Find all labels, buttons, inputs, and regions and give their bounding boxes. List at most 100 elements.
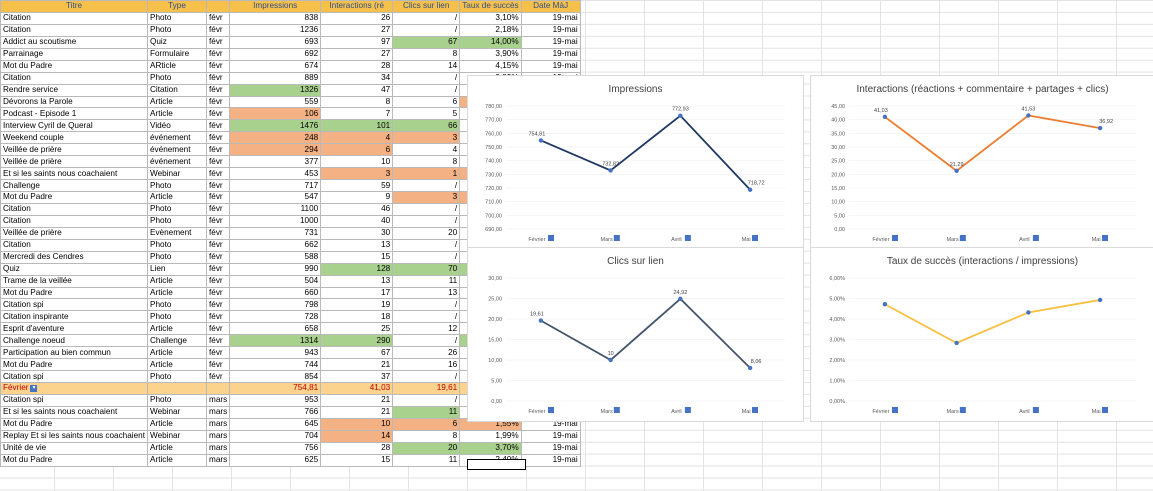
cell-type[interactable]: Article <box>147 95 207 109</box>
cell-titre[interactable]: Interview Cyril de Queral <box>0 119 148 133</box>
cell-mois[interactable]: févr <box>205 322 231 336</box>
cell-mois[interactable]: févr <box>205 262 231 276</box>
cell-titre[interactable]: Mercredi des Cendres <box>0 250 148 264</box>
cell-clics[interactable]: 20 <box>392 441 461 455</box>
cell-impressions[interactable]: 889 <box>229 71 322 85</box>
cell-mois[interactable]: mars <box>205 441 231 455</box>
cell-impressions[interactable]: 717 <box>229 179 322 192</box>
cell-titre[interactable]: Addict au scoutisme <box>0 35 148 49</box>
cell-type[interactable]: Photo <box>147 238 207 252</box>
cell-clics[interactable]: 11 <box>392 274 461 288</box>
cell-mois[interactable]: févr <box>205 358 231 372</box>
cell-mois[interactable]: mars <box>205 429 231 443</box>
cell-interactions[interactable]: 10 <box>320 155 394 169</box>
cell-clics[interactable]: / <box>392 202 461 216</box>
cell-titre[interactable]: Rendre service <box>0 83 148 97</box>
cell-mois[interactable]: mars <box>205 417 231 431</box>
cell-type[interactable]: Lien <box>147 262 207 276</box>
cell-clics[interactable]: / <box>392 250 461 264</box>
cell-interactions[interactable]: 40 <box>320 214 394 228</box>
cell-titre[interactable]: Challenge noeud <box>0 334 148 348</box>
cell-clics[interactable]: / <box>392 393 461 407</box>
cell-impressions[interactable]: 731 <box>229 226 322 240</box>
filter-icon[interactable]: ▾ <box>30 384 38 392</box>
filter-icon[interactable] <box>1032 407 1039 413</box>
cell-mois[interactable] <box>205 382 231 395</box>
cell-taux[interactable]: 3,10% <box>459 11 522 25</box>
cell-impressions[interactable]: 953 <box>229 393 322 407</box>
cell-interactions[interactable]: 13 <box>320 274 394 288</box>
cell-clics[interactable]: 67 <box>392 35 461 49</box>
cell-interactions[interactable]: 19 <box>320 298 394 312</box>
cell-clics[interactable]: 6 <box>392 417 461 431</box>
cell-titre[interactable]: Citation spi <box>0 393 148 407</box>
cell-date[interactable]: 19-mai <box>520 441 581 455</box>
cell-impressions[interactable]: 294 <box>229 143 322 157</box>
cell-impressions[interactable]: 990 <box>229 262 322 276</box>
cell-impressions[interactable]: 645 <box>229 417 322 431</box>
cell-impressions[interactable]: 1314 <box>229 334 322 348</box>
cell-type[interactable]: Webinar <box>147 429 207 443</box>
cell-clics[interactable]: 11 <box>392 453 461 467</box>
cell-mois[interactable]: févr <box>205 346 231 360</box>
header-col-mois[interactable] <box>205 0 231 13</box>
cell-clics[interactable]: / <box>392 214 461 228</box>
cell-clics[interactable]: / <box>392 334 461 348</box>
filter-icon[interactable] <box>547 235 554 241</box>
cell-impressions[interactable]: 674 <box>229 59 322 73</box>
cell-titre[interactable]: Unité de vie <box>0 441 148 455</box>
cell-taux[interactable]: 1,99% <box>459 429 522 443</box>
cell-clics[interactable]: / <box>392 370 461 383</box>
cell-impressions[interactable]: 754,81 <box>229 382 322 395</box>
cell-clics[interactable]: 8 <box>392 155 461 169</box>
cell-type[interactable]: Article <box>147 417 207 431</box>
cell-impressions[interactable]: 693 <box>229 35 322 49</box>
cell-clics[interactable]: 19,61 <box>392 382 461 395</box>
cell-titre[interactable]: Dévorons la Parole <box>0 95 148 109</box>
cell-mois[interactable]: févr <box>205 143 231 157</box>
cell-impressions[interactable]: 453 <box>229 167 322 181</box>
cell-type[interactable]: Photo <box>147 250 207 264</box>
cell-titre[interactable]: Weekend couple <box>0 131 148 145</box>
cell-interactions[interactable]: 67 <box>320 346 394 360</box>
cell-clics[interactable]: 4 <box>392 143 461 157</box>
cell-type[interactable]: Article <box>147 346 207 360</box>
cell-titre[interactable]: Et si les saints nous coachaient <box>0 405 148 419</box>
filter-icon[interactable] <box>752 407 759 413</box>
cell-clics[interactable]: 6 <box>392 95 461 109</box>
cell-interactions[interactable]: 37 <box>320 370 394 383</box>
cell-titre[interactable]: Challenge <box>0 179 148 192</box>
cell-titre[interactable]: Mot du Padre <box>0 59 148 73</box>
cell-clics[interactable]: / <box>392 11 461 25</box>
cell-mois[interactable]: févr <box>205 334 231 348</box>
cell-impressions[interactable]: 559 <box>229 95 322 109</box>
cell-type[interactable]: Vidéo <box>147 119 207 133</box>
filter-icon[interactable] <box>959 235 966 241</box>
cell-clics[interactable]: / <box>392 238 461 252</box>
cell-interactions[interactable]: 21 <box>320 405 394 419</box>
cell-type[interactable]: Webinar <box>147 167 207 181</box>
cell-clics[interactable]: 20 <box>392 226 461 240</box>
cell-impressions[interactable]: 106 <box>229 107 322 121</box>
cell-interactions[interactable]: 97 <box>320 35 394 49</box>
cell-interactions[interactable]: 59 <box>320 179 394 192</box>
cell-interactions[interactable]: 128 <box>320 262 394 276</box>
cell-impressions[interactable]: 660 <box>229 286 322 300</box>
header-col-type[interactable]: Type <box>147 0 207 13</box>
cell-titre[interactable]: Citation <box>0 202 148 216</box>
cell-titre[interactable]: Mot du Padre <box>0 191 148 204</box>
cell-type[interactable]: Article <box>147 274 207 288</box>
cell-titre[interactable]: Citation <box>0 238 148 252</box>
cell-interactions[interactable]: 27 <box>320 23 394 37</box>
cell-interactions[interactable]: 46 <box>320 202 394 216</box>
cell-mois[interactable]: févr <box>205 59 231 73</box>
cell-mois[interactable]: févr <box>205 250 231 264</box>
cell-titre[interactable]: Veillée de prière <box>0 226 148 240</box>
cell-interactions[interactable]: 34 <box>320 71 394 85</box>
cell-titre[interactable]: Trame de la veillée <box>0 274 148 288</box>
filter-icon[interactable] <box>613 235 620 241</box>
cell-mois[interactable]: févr <box>205 23 231 37</box>
cell-titre[interactable]: Citation <box>0 214 148 228</box>
cell-type[interactable]: Quiz <box>147 35 207 49</box>
cell-clics[interactable]: 11 <box>392 405 461 419</box>
